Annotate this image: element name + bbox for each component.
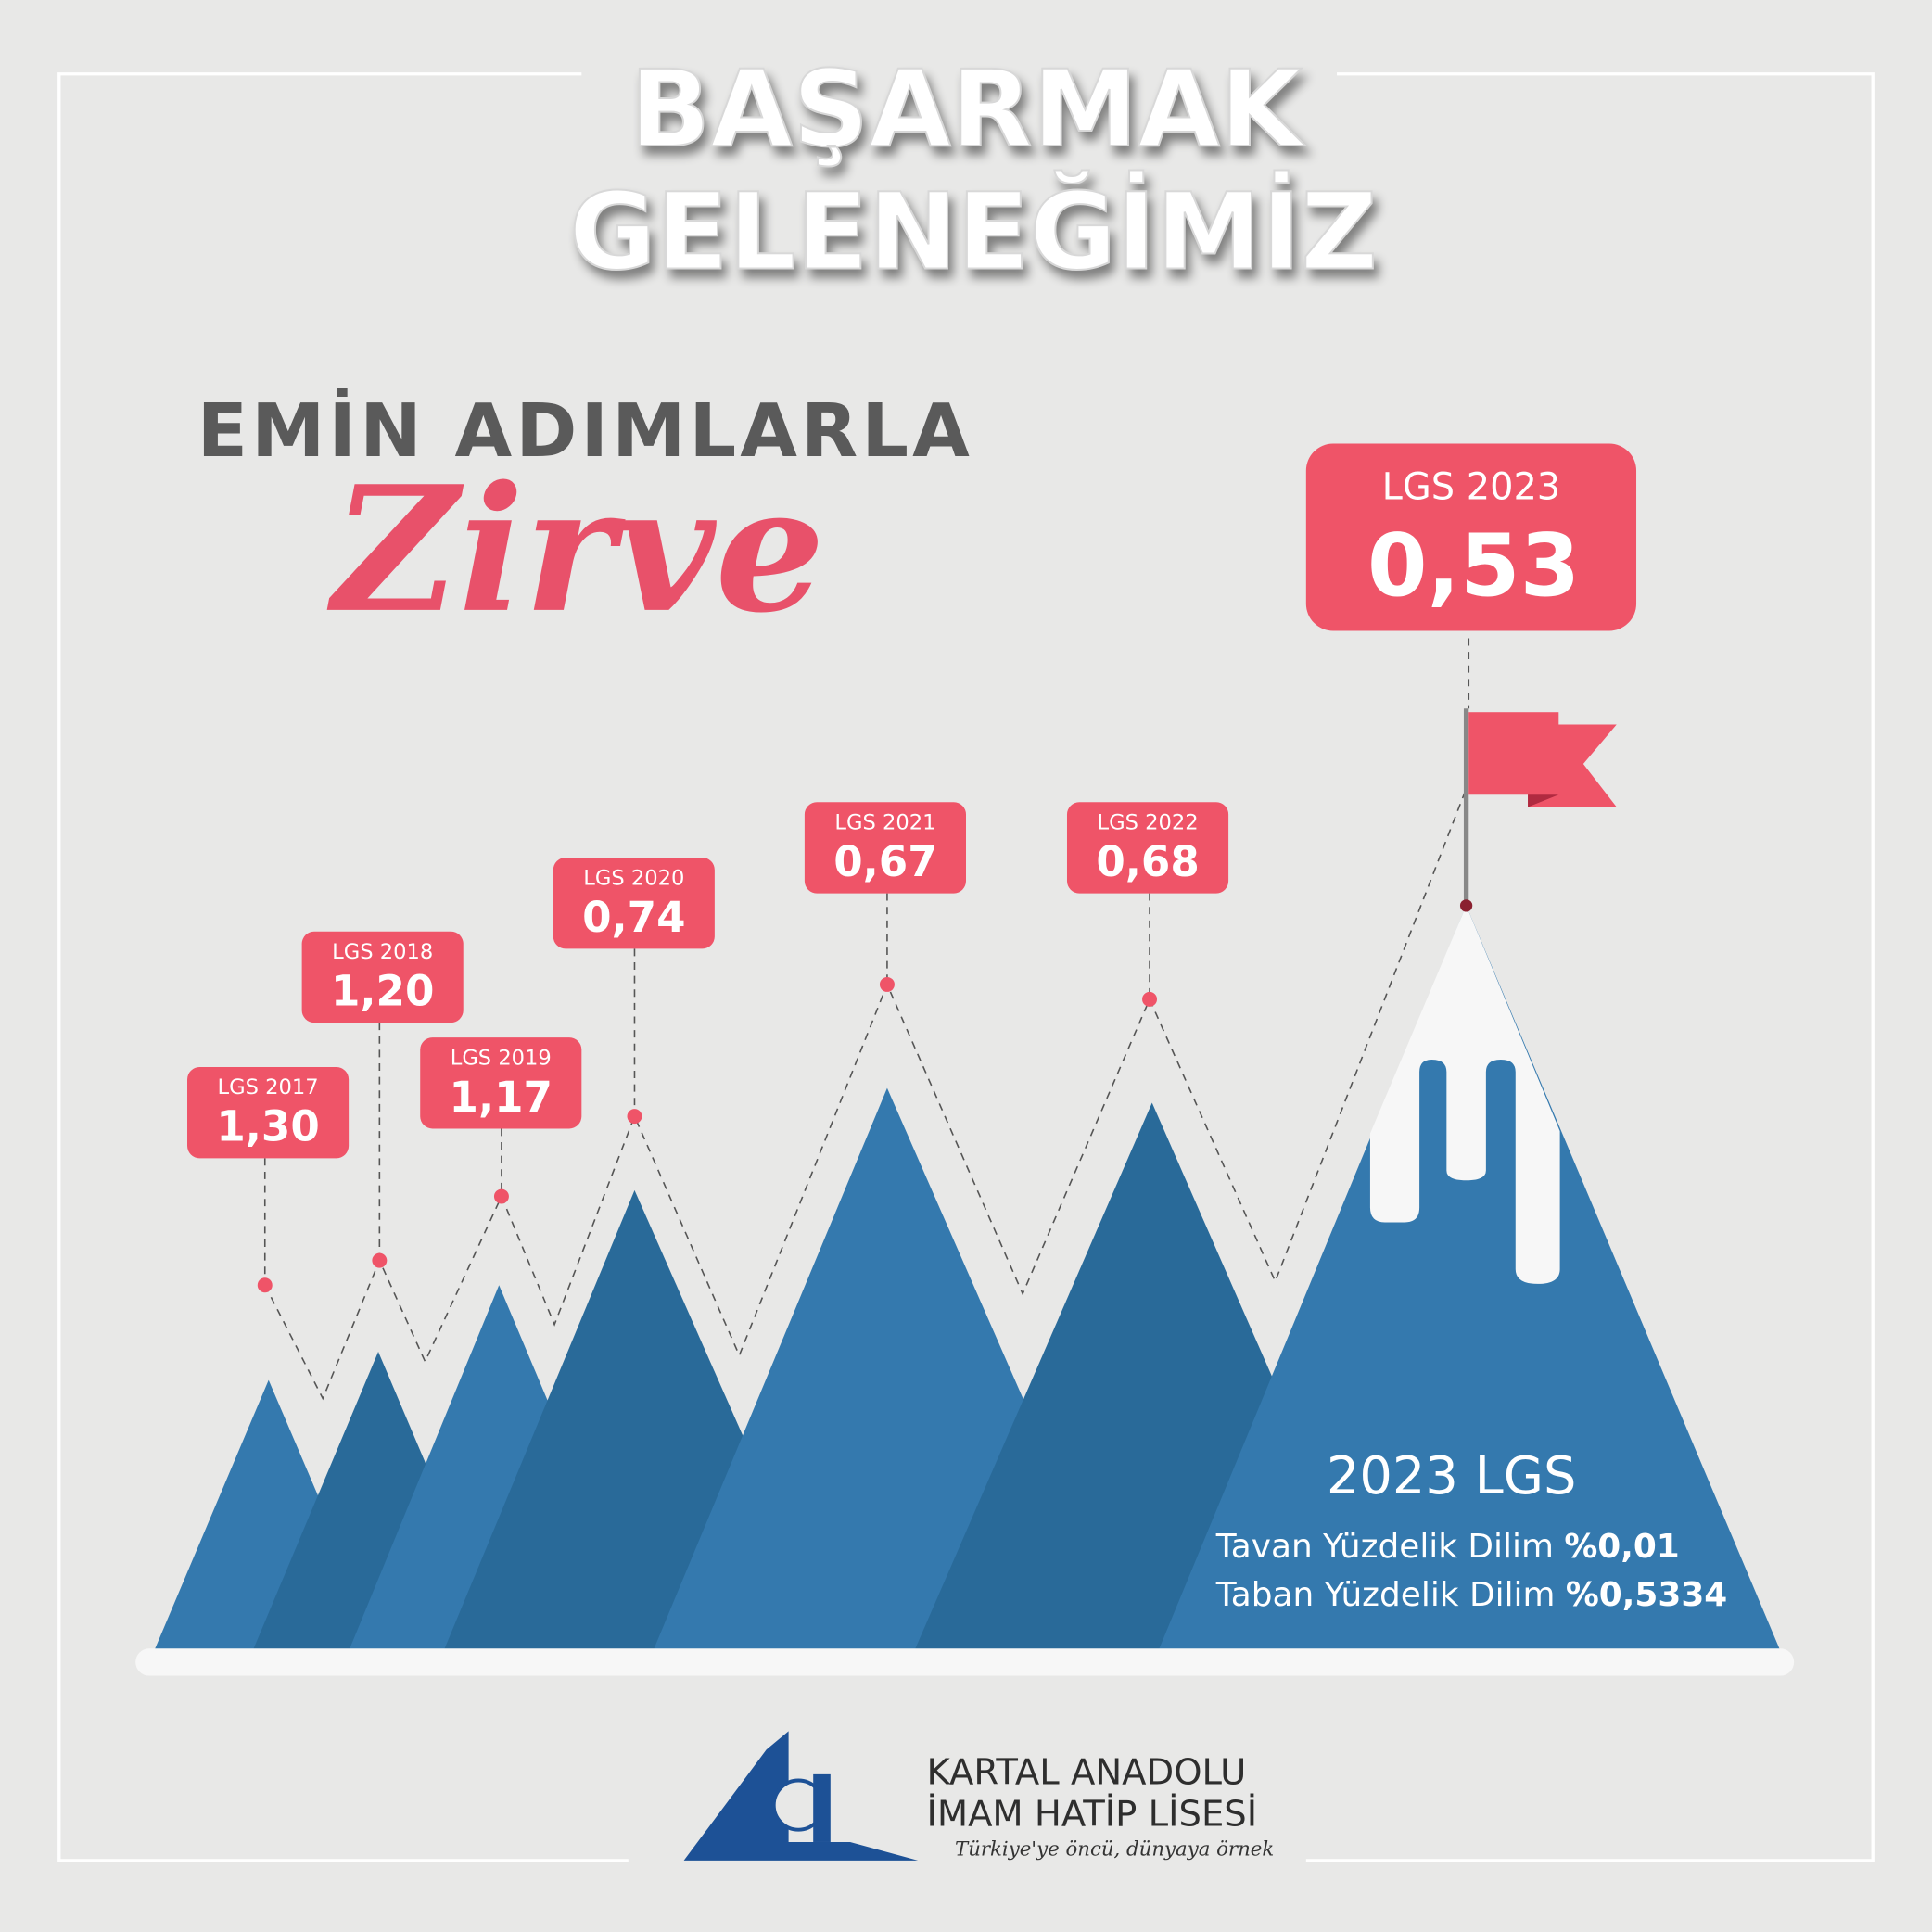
peak-label: LGS 2018: [332, 940, 433, 964]
peak-dot: [879, 976, 895, 992]
peak-labels: LGS 2017 1,30 LGS 2018 1,20 LGS 2019 1,17 LGS …: [187, 802, 1229, 1293]
summary-text: Taban Yüzdelik Dilim: [1215, 1576, 1556, 1614]
title-line: GELENEĞİMİZ: [569, 171, 1378, 294]
peak-value: 0,67: [833, 837, 936, 886]
peak-value: 1,17: [450, 1073, 553, 1122]
flag-base: [1459, 899, 1473, 912]
label-box: [553, 858, 715, 949]
summary-line: Taban Yüzdelik Dilim %0,5334: [1215, 1576, 1727, 1614]
subtitle: EMİN ADIMLARLA: [197, 387, 973, 474]
summary-text: Tavan Yüzdelik Dilim: [1215, 1528, 1554, 1566]
label-box: [804, 802, 966, 894]
school-motto: Türkiye'ye öncü, dünyaya örnek: [955, 1838, 1274, 1862]
label-box: [1066, 802, 1229, 894]
summary-value: %0,01: [1564, 1528, 1679, 1566]
label-box: [301, 931, 464, 1023]
peak-label: LGS 2020: [583, 866, 684, 890]
logo: [683, 1731, 919, 1861]
peak-dot: [257, 1277, 273, 1293]
peak-label: LGS 2022: [1098, 810, 1199, 834]
highlight-value: 0,53: [1367, 515, 1581, 616]
highlight-box: [1305, 443, 1637, 631]
label-box: [187, 1066, 350, 1159]
school-name: KARTAL ANADOLU: [926, 1752, 1246, 1794]
frame: [57, 72, 1875, 1862]
peak-value: 1,20: [331, 967, 434, 1016]
peak-value: 0,74: [582, 893, 685, 942]
label-box: [420, 1037, 582, 1129]
peak-value: 1,30: [216, 1102, 319, 1151]
school-name: İMAM HATİP LİSESİ: [926, 1793, 1257, 1836]
flag: [1468, 712, 1559, 795]
peak-dot: [627, 1109, 642, 1125]
summary-value: %0,5334: [1566, 1576, 1727, 1614]
highlight-label: LGS 2023: [1382, 465, 1561, 508]
mountains: [135, 905, 1795, 1676]
peak-label: LGS 2019: [451, 1046, 552, 1070]
summary-title: 2023 LGS: [1327, 1446, 1577, 1506]
peak-label: LGS 2021: [834, 810, 935, 834]
summary-line: Tavan Yüzdelik Dilim %0,01: [1215, 1528, 1680, 1566]
peak-dot: [372, 1252, 388, 1268]
peak-value: 0,68: [1096, 837, 1199, 886]
peak-dot: [493, 1188, 509, 1204]
peak-label: LGS 2017: [218, 1075, 319, 1099]
peak-dot: [1142, 991, 1158, 1007]
script-title: Zirve: [326, 448, 825, 651]
title-line: BAŞARMAK: [629, 47, 1306, 171]
